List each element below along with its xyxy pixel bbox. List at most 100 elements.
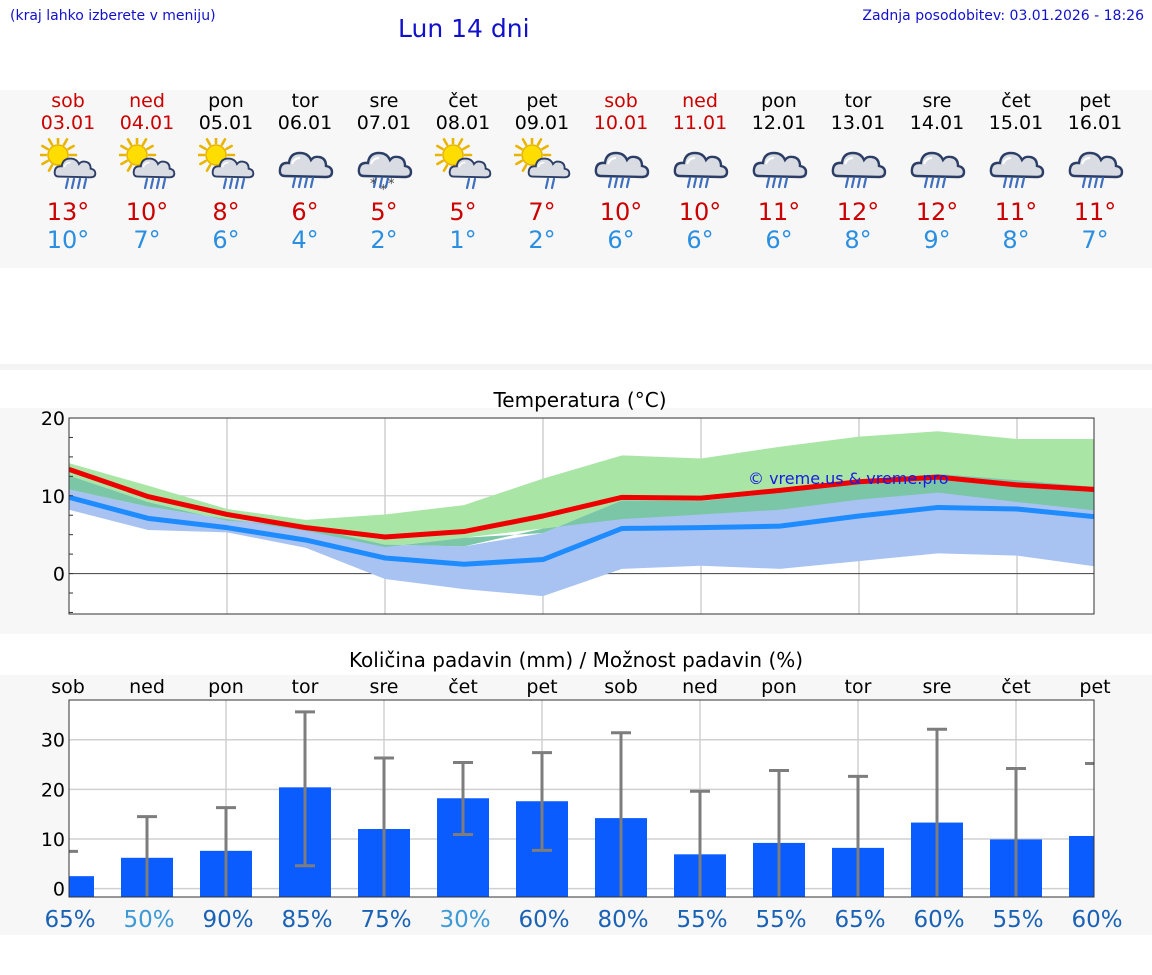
plot-frame bbox=[68, 417, 1095, 615]
day-date: 12.01 bbox=[751, 112, 807, 134]
cloud-rain-icon bbox=[910, 151, 966, 189]
max-temperature-line bbox=[69, 466, 1094, 540]
y-tick-label: 10 bbox=[41, 829, 65, 851]
min-temperature: 6° bbox=[212, 226, 240, 254]
day-name: sre bbox=[369, 90, 399, 112]
x-tick-label: čet bbox=[448, 676, 478, 698]
temperature-chart-title: Temperatura (°C) bbox=[493, 388, 667, 412]
day-name: pon bbox=[208, 90, 244, 112]
cloud-rain-icon bbox=[831, 151, 887, 189]
sun-cloud-rain-icon bbox=[198, 138, 255, 190]
max-temperature: 10° bbox=[599, 198, 643, 226]
day-name: pet bbox=[526, 90, 558, 112]
sun-cloud-rain-icon bbox=[40, 138, 97, 190]
precip-probability: 55% bbox=[676, 907, 727, 933]
y-tick-label: 30 bbox=[41, 730, 65, 752]
precip-probability: 65% bbox=[44, 907, 95, 933]
precip-probability: 60% bbox=[1071, 907, 1122, 933]
sun-cloud-rain-icon bbox=[119, 138, 176, 190]
max-temperature: 10° bbox=[125, 198, 169, 226]
max-temperature: 5° bbox=[449, 198, 477, 226]
max-temperature: 11° bbox=[1073, 198, 1117, 226]
min-range-band bbox=[69, 474, 1094, 597]
precip-bar bbox=[69, 876, 94, 897]
svg-text:*: * bbox=[388, 177, 395, 192]
cloud-sleet-icon: * ** bbox=[357, 151, 413, 196]
max-temperature: 8° bbox=[212, 198, 240, 226]
day-name: sob bbox=[604, 90, 638, 112]
precip-probability: 60% bbox=[518, 907, 569, 933]
day-date: 10.01 bbox=[593, 112, 649, 134]
cloud-rain-icon bbox=[673, 151, 729, 189]
x-tick-label: sob bbox=[51, 676, 85, 698]
page-title: Lun 14 dni bbox=[398, 14, 530, 43]
x-tick-label: sob bbox=[604, 676, 638, 698]
precip-probability: 30% bbox=[439, 907, 490, 933]
day-date: 15.01 bbox=[988, 112, 1044, 134]
max-temperature: 11° bbox=[757, 198, 801, 226]
y-tick-label: 0 bbox=[53, 564, 65, 586]
day-name: ned bbox=[682, 90, 718, 112]
location-hint[interactable]: (kraj lahko izberete v meniju) bbox=[10, 8, 216, 24]
precip-probability: 75% bbox=[360, 907, 411, 933]
max-temperature: 12° bbox=[915, 198, 959, 226]
overlap-band bbox=[69, 474, 1094, 548]
day-name: ned bbox=[129, 90, 165, 112]
day-name: sre bbox=[922, 90, 952, 112]
plot-frame bbox=[68, 699, 1095, 898]
x-tick-label: pet bbox=[526, 676, 557, 698]
cloud-rain-icon bbox=[594, 151, 650, 189]
x-tick-label: čet bbox=[1001, 676, 1031, 698]
day-date: 09.01 bbox=[514, 112, 570, 134]
min-temperature: 1° bbox=[449, 226, 477, 254]
day-name: čet bbox=[1001, 90, 1031, 112]
min-temperature: 6° bbox=[686, 226, 714, 254]
sun-cloud-rain-light-icon bbox=[435, 138, 492, 190]
day-name: sob bbox=[51, 90, 85, 112]
x-tick-label: tor bbox=[845, 676, 872, 698]
y-tick-label: 20 bbox=[41, 779, 65, 801]
last-update: Zadnja posodobitev: 03.01.2026 - 18:26 bbox=[862, 8, 1144, 24]
y-tick-label: 20 bbox=[41, 408, 65, 430]
min-temperature: 2° bbox=[528, 226, 556, 254]
cloud-rain-icon bbox=[752, 151, 808, 189]
x-tick-label: pet bbox=[1079, 676, 1110, 698]
precip-probability: 80% bbox=[597, 907, 648, 933]
svg-text:*: * bbox=[370, 177, 377, 192]
precipitation-chart: 30 20 10 0 sob ned pon tor sre čet pet sob ned pon tor… bbox=[41, 676, 1123, 933]
svg-text:*: * bbox=[380, 183, 387, 196]
sun-cloud-rain-light-icon bbox=[514, 138, 571, 190]
cloud-rain-icon bbox=[1068, 151, 1124, 189]
min-temperature: 7° bbox=[1081, 226, 1109, 254]
x-tick-label: pon bbox=[761, 676, 797, 698]
day-date: 11.01 bbox=[672, 112, 728, 134]
day-name: pet bbox=[1079, 90, 1111, 112]
precip-probability: 90% bbox=[202, 907, 253, 933]
y-tick-label: 10 bbox=[41, 486, 65, 508]
day-date: 06.01 bbox=[277, 112, 333, 134]
day-name: čet bbox=[448, 90, 478, 112]
min-temperature: 6° bbox=[607, 226, 635, 254]
min-temperature: 6° bbox=[765, 226, 793, 254]
precip-bar bbox=[1069, 835, 1094, 897]
day-date: 07.01 bbox=[356, 112, 412, 134]
temperature-chart: © vreme.us & vreme.pro 20 10 0 bbox=[41, 408, 1095, 615]
x-tick-label: pon bbox=[208, 676, 244, 698]
x-tick-label: ned bbox=[129, 676, 165, 698]
min-temperature: 9° bbox=[923, 226, 951, 254]
precip-probability: 60% bbox=[913, 907, 964, 933]
watermark: © vreme.us & vreme.pro bbox=[748, 469, 949, 488]
precip-probability: 55% bbox=[992, 907, 1043, 933]
min-temperature: 2° bbox=[370, 226, 398, 254]
precip-probability: 50% bbox=[123, 907, 174, 933]
day-name: pon bbox=[761, 90, 797, 112]
max-temperature: 11° bbox=[994, 198, 1038, 226]
min-temperature: 10° bbox=[46, 226, 90, 254]
max-temperature: 10° bbox=[678, 198, 722, 226]
precip-probability: 55% bbox=[755, 907, 806, 933]
day-date: 08.01 bbox=[435, 112, 491, 134]
max-range-band bbox=[69, 431, 1094, 548]
day-date: 03.01 bbox=[40, 112, 96, 134]
min-temperature-line bbox=[69, 494, 1094, 567]
x-tick-label: sre bbox=[923, 676, 952, 698]
